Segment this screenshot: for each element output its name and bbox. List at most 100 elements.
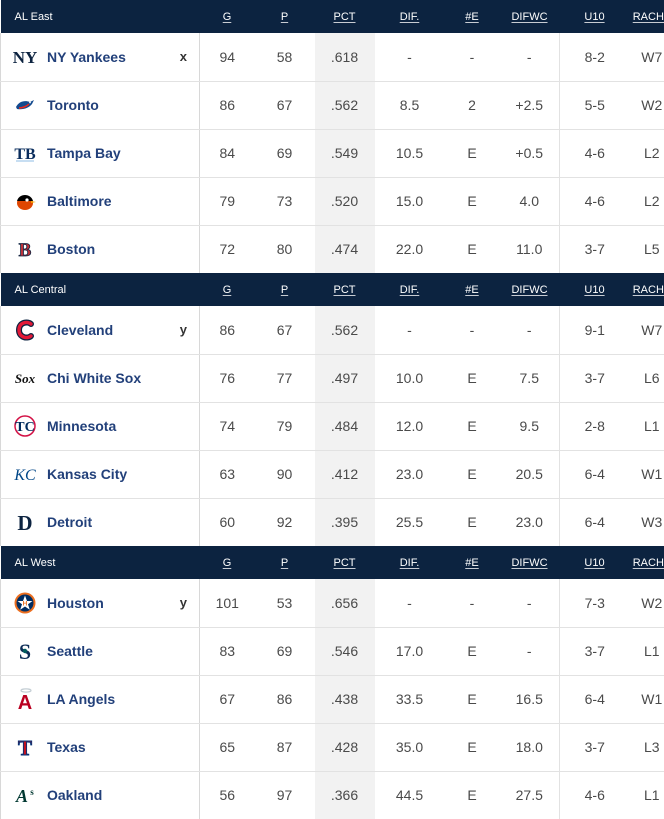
stat-racha: L2	[630, 129, 664, 177]
rays-logo-icon[interactable]: TB	[13, 141, 37, 165]
division-name: AL East	[1, 0, 200, 33]
team-name-link[interactable]: Minnesota	[47, 418, 116, 434]
stat-difwc: -	[500, 579, 560, 627]
stat-pct: .428	[315, 723, 375, 771]
stat-difwc: 27.5	[500, 771, 560, 819]
stat-e: E	[445, 225, 500, 273]
stat-racha: W1	[630, 675, 664, 723]
team-name-link[interactable]: Toronto	[47, 97, 99, 113]
column-header-pct[interactable]: PCT	[315, 0, 375, 33]
column-header-e[interactable]: #E	[445, 0, 500, 33]
column-header-racha[interactable]: RACHA	[630, 0, 664, 33]
mariners-logo-icon[interactable]: S	[13, 639, 37, 663]
clinch-indicator: x	[176, 33, 200, 81]
rangers-logo-icon[interactable]: T	[13, 735, 37, 759]
team-cell: NY NY Yankees	[1, 33, 176, 81]
stat-u10: 5-5	[560, 81, 630, 129]
team-cell: S Seattle	[1, 627, 176, 675]
stat-difwc: -	[500, 306, 560, 354]
team-name-link[interactable]: Texas	[47, 739, 86, 755]
column-header-dif[interactable]: DIF.	[375, 273, 445, 306]
stat-pct: .484	[315, 402, 375, 450]
angels-logo-icon[interactable]: A	[13, 687, 37, 711]
royals-logo-icon[interactable]: KC	[13, 462, 37, 486]
stat-e: E	[445, 498, 500, 546]
stat-g: 72	[200, 225, 255, 273]
column-header-difwc[interactable]: DIFWC	[500, 546, 560, 579]
blue-jays-logo-icon[interactable]	[13, 93, 37, 117]
team-name-link[interactable]: LA Angels	[47, 691, 115, 707]
astros-logo-icon[interactable]: H	[13, 591, 37, 615]
column-header-pct[interactable]: PCT	[315, 546, 375, 579]
column-header-e[interactable]: #E	[445, 273, 500, 306]
stat-dif: 10.0	[375, 354, 445, 402]
stat-difwc: 11.0	[500, 225, 560, 273]
stat-racha: L2	[630, 177, 664, 225]
column-header-g[interactable]: G	[200, 546, 255, 579]
team-name-link[interactable]: Baltimore	[47, 193, 112, 209]
guardians-logo-icon[interactable]	[13, 318, 37, 342]
column-header-racha[interactable]: RACHA	[630, 273, 664, 306]
team-name-link[interactable]: Seattle	[47, 643, 93, 659]
team-name-link[interactable]: Kansas City	[47, 466, 127, 482]
stat-e: E	[445, 675, 500, 723]
column-header-pct[interactable]: PCT	[315, 273, 375, 306]
svg-text:T: T	[18, 736, 32, 759]
column-header-g[interactable]: G	[200, 273, 255, 306]
column-header-e[interactable]: #E	[445, 546, 500, 579]
orioles-logo-icon[interactable]	[13, 189, 37, 213]
column-header-p[interactable]: P	[255, 546, 315, 579]
stat-p: 73	[255, 177, 315, 225]
clinch-indicator	[176, 225, 200, 273]
column-header-u10[interactable]: U10	[560, 546, 630, 579]
clinch-indicator	[176, 81, 200, 129]
team-name-link[interactable]: Tampa Bay	[47, 145, 121, 161]
column-header-u10[interactable]: U10	[560, 0, 630, 33]
division-name: AL West	[1, 546, 200, 579]
stat-e: E	[445, 354, 500, 402]
stat-e: E	[445, 771, 500, 819]
column-header-dif[interactable]: DIF.	[375, 0, 445, 33]
team-name-link[interactable]: Oakland	[47, 787, 102, 803]
clinch-indicator: y	[176, 579, 200, 627]
clinch-indicator	[176, 129, 200, 177]
stat-difwc: 20.5	[500, 450, 560, 498]
yankees-logo-icon[interactable]: NY	[13, 45, 37, 69]
svg-text:Sox: Sox	[15, 371, 36, 386]
column-header-racha[interactable]: RACHA	[630, 546, 664, 579]
column-header-g[interactable]: G	[200, 0, 255, 33]
stat-u10: 6-4	[560, 675, 630, 723]
stat-p: 77	[255, 354, 315, 402]
column-header-p[interactable]: P	[255, 273, 315, 306]
team-name-link[interactable]: NY Yankees	[47, 49, 126, 65]
stat-g: 76	[200, 354, 255, 402]
column-header-difwc[interactable]: DIFWC	[500, 0, 560, 33]
stat-racha: L1	[630, 771, 664, 819]
column-header-u10[interactable]: U10	[560, 273, 630, 306]
tigers-logo-icon[interactable]: D	[13, 510, 37, 534]
column-header-difwc[interactable]: DIFWC	[500, 273, 560, 306]
team-name-link[interactable]: Chi White Sox	[47, 370, 141, 386]
red-sox-logo-icon[interactable]: B	[13, 237, 37, 261]
team-cell: H Houston	[1, 579, 176, 627]
column-header-p[interactable]: P	[255, 0, 315, 33]
column-header-dif[interactable]: DIF.	[375, 546, 445, 579]
white-sox-logo-icon[interactable]: Sox	[13, 366, 37, 390]
twins-logo-icon[interactable]: TC	[13, 414, 37, 438]
svg-text:TB: TB	[14, 146, 36, 163]
team-name-link[interactable]: Cleveland	[47, 322, 113, 338]
team-name-link[interactable]: Boston	[47, 241, 95, 257]
team-name-link[interactable]: Detroit	[47, 514, 92, 530]
team-name-link[interactable]: Houston	[47, 595, 104, 611]
stat-g: 67	[200, 675, 255, 723]
